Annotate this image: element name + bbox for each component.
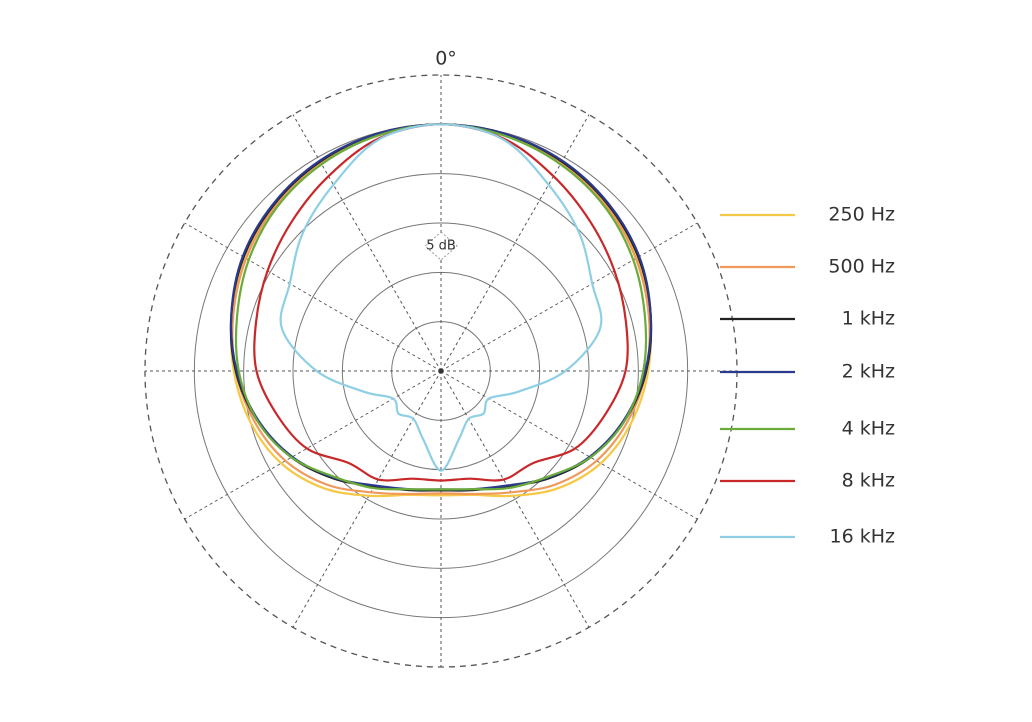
spoke xyxy=(440,114,590,372)
legend: 250 Hz 500 Hz 1 kHz 2 kHz 4 kHz 8 kHz 16 kHz xyxy=(720,204,895,548)
zero-label: 0° xyxy=(435,48,457,70)
annotation: 5 dB xyxy=(426,239,456,254)
spoke xyxy=(184,222,442,372)
legend-label: 8 kHz xyxy=(842,470,895,492)
annotation-box xyxy=(424,231,458,261)
grid xyxy=(144,74,738,668)
legend-label: 4 kHz xyxy=(842,418,895,440)
legend-label: 250 Hz xyxy=(828,204,895,226)
spoke xyxy=(292,370,442,628)
spoke xyxy=(440,222,698,372)
legend-label: 1 kHz xyxy=(842,308,895,330)
center-dot xyxy=(438,368,444,374)
legend-label: 500 Hz xyxy=(828,256,895,278)
curves xyxy=(229,123,653,498)
spoke xyxy=(440,370,698,520)
polar-curve xyxy=(231,123,651,496)
polar-curve xyxy=(279,123,603,472)
spoke xyxy=(184,370,442,520)
legend-label: 2 kHz xyxy=(842,361,895,383)
polar-curve xyxy=(229,123,653,491)
polar-curve xyxy=(253,123,629,482)
grid-ring xyxy=(292,222,590,520)
grid-ring xyxy=(243,173,639,569)
spoke xyxy=(292,114,442,372)
legend-label: 16 kHz xyxy=(830,526,896,548)
spoke xyxy=(440,370,590,628)
polar-curve xyxy=(234,123,648,491)
